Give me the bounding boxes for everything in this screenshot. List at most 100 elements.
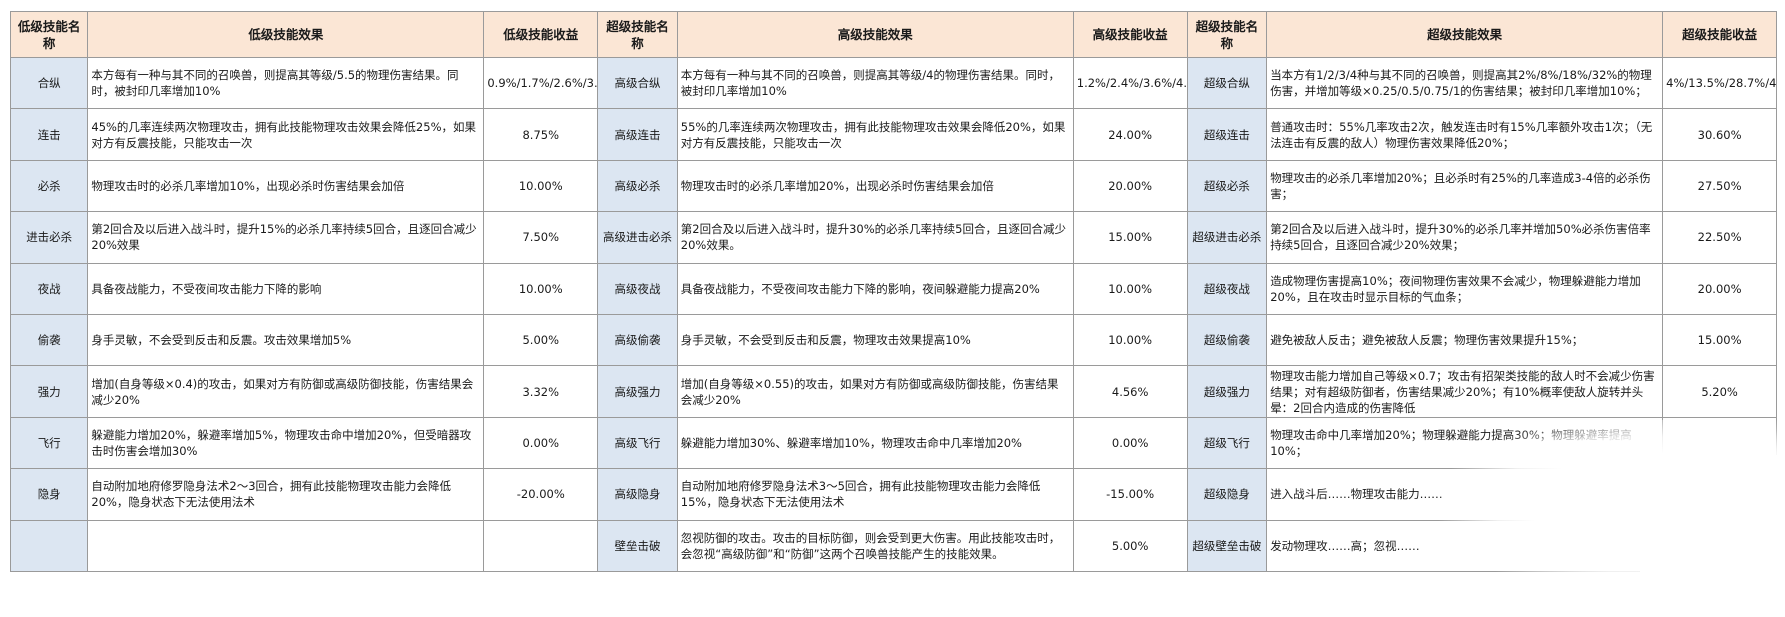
low-skill-effect: 自动附加地府修罗隐身法术2～3回合，拥有此技能物理攻击能力会降低20%，隐身状态… <box>87 468 485 521</box>
high-skill-gain: 10.00% <box>1072 313 1188 367</box>
header-super-name: 超级技能名称 <box>1186 11 1268 58</box>
low-skill-name: 偷袭 <box>9 313 89 367</box>
header-super-gain: 超级技能收益 <box>1662 11 1777 58</box>
super-skill-gain: 30.60% <box>1662 108 1777 161</box>
super-skill-name: 超级连击 <box>1186 108 1268 161</box>
low-skill-name: 强力 <box>9 365 89 418</box>
header-low-effect: 低级技能效果 <box>87 11 485 58</box>
high-skill-name: 高级偷袭 <box>597 313 678 367</box>
super-skill-name: 超级偷袭 <box>1186 313 1268 367</box>
high-skill-name: 高级进击必杀 <box>597 211 678 264</box>
super-skill-name: 超级强力 <box>1186 365 1268 418</box>
low-skill-gain: 7.50% <box>483 211 599 264</box>
super-skill-name: 超级合纵 <box>1186 56 1268 110</box>
high-skill-effect: 身手灵敏，不会受到反击和反震，物理攻击效果提高10% <box>676 313 1074 367</box>
high-skill-gain: -15.00% <box>1072 468 1188 521</box>
header-low-gain: 低级技能收益 <box>483 11 599 58</box>
high-skill-name: 壁垒击破 <box>597 519 678 572</box>
header-super-effect: 超级技能效果 <box>1266 11 1664 58</box>
low-skill-effect: 物理攻击时的必杀几率增加10%，出现必杀时伤害结果会加倍 <box>87 159 485 213</box>
low-skill-name: 必杀 <box>9 159 89 213</box>
super-skill-effect: 物理攻击命中几率增加20%；物理躲避能力提高30%；物理躲避率提高10%； <box>1266 416 1664 470</box>
table-row: 隐身 自动附加地府修罗隐身法术2～3回合，拥有此技能物理攻击能力会降低20%，隐… <box>9 468 1777 521</box>
low-skill-gain: 5.00% <box>483 313 599 367</box>
high-skill-name: 高级连击 <box>597 108 678 161</box>
low-skill-gain: 3.32% <box>483 365 599 418</box>
low-skill-effect: 45%的几率连续两次物理攻击，拥有此技能物理攻击效果会降低25%，如果对方有反震… <box>87 108 485 161</box>
high-skill-name: 高级必杀 <box>597 159 678 213</box>
super-skill-effect: 第2回合及以后进入战斗时，提升30%的必杀几率并增加50%必杀伤害倍率持续5回合… <box>1266 211 1664 264</box>
header-high-name: 超级技能名称 <box>597 11 678 58</box>
super-skill-gain <box>1662 519 1777 572</box>
high-skill-effect: 具备夜战能力，不受夜间攻击能力下降的影响，夜间躲避能力提高20% <box>676 262 1074 315</box>
low-skill-name: 夜战 <box>9 262 89 315</box>
header-high-gain: 高级技能收益 <box>1072 11 1188 58</box>
high-skill-effect: 躲避能力增加30%、躲避率增加10%，物理攻击命中几率增加20% <box>676 416 1074 470</box>
header-low-name: 低级技能名称 <box>9 11 89 58</box>
super-skill-name: 超级进击必杀 <box>1186 211 1268 264</box>
super-skill-gain <box>1662 416 1777 470</box>
high-skill-effect: 本方每有一种与其不同的召唤兽，则提高其等级/4的物理伤害结果。同时，被封印几率增… <box>676 56 1074 110</box>
low-skill-name: 进击必杀 <box>9 211 89 264</box>
low-skill-effect: 第2回合及以后进入战斗时，提升15%的必杀几率持续5回合，且逐回合减少20%效果 <box>87 211 485 264</box>
low-skill-effect <box>87 519 485 572</box>
super-skill-gain: 22.50% <box>1662 211 1777 264</box>
table-row: 夜战 具备夜战能力，不受夜间攻击能力下降的影响 10.00% 高级夜战 具备夜战… <box>9 262 1777 315</box>
high-skill-name: 高级飞行 <box>597 416 678 470</box>
low-skill-name: 合纵 <box>9 56 89 110</box>
high-skill-effect: 忽视防御的攻击。攻击的目标防御，则会受到更大伤害。用此技能攻击时，会忽视“高级防… <box>676 519 1074 572</box>
skills-table: 低级技能名称 低级技能效果 低级技能收益 超级技能名称 高级技能效果 高级技能收… <box>9 11 1777 572</box>
super-skill-gain: 15.00% <box>1662 313 1777 367</box>
super-skill-gain: 27.50% <box>1662 159 1777 213</box>
low-skill-gain: 8.75% <box>483 108 599 161</box>
low-skill-effect: 具备夜战能力，不受夜间攻击能力下降的影响 <box>87 262 485 315</box>
super-skill-effect: 避免被敌人反击；避免被敌人反震；物理伤害效果提升15%； <box>1266 313 1664 367</box>
high-skill-effect: 第2回合及以后进入战斗时，提升30%的必杀几率持续5回合，且逐回合减少20%效果… <box>676 211 1074 264</box>
high-skill-name: 高级夜战 <box>597 262 678 315</box>
low-skill-gain <box>483 519 599 572</box>
super-skill-name: 超级夜战 <box>1186 262 1268 315</box>
super-skill-name: 超级必杀 <box>1186 159 1268 213</box>
low-skill-gain: 10.00% <box>483 262 599 315</box>
super-skill-effect: 进入战斗后……物理攻击能力…… <box>1266 468 1664 521</box>
table-row: 强力 增加(自身等级×0.4)的攻击，如果对方有防御或高级防御技能，伤害结果会减… <box>9 365 1777 418</box>
super-skill-effect: 造成物理伤害提高10%；夜间物理伤害效果不会减少，物理躲避能力增加20%，且在攻… <box>1266 262 1664 315</box>
low-skill-name: 飞行 <box>9 416 89 470</box>
high-skill-gain: 24.00% <box>1072 108 1188 161</box>
high-skill-gain: 15.00% <box>1072 211 1188 264</box>
low-skill-gain: 0.00% <box>483 416 599 470</box>
high-skill-effect: 物理攻击时的必杀几率增加20%，出现必杀时伤害结果会加倍 <box>676 159 1074 213</box>
low-skill-gain: 10.00% <box>483 159 599 213</box>
high-skill-gain: 1.2%/2.4%/3.6%/4.8% <box>1072 56 1188 110</box>
super-skill-name: 超级隐身 <box>1186 468 1268 521</box>
table-row: 连击 45%的几率连续两次物理攻击，拥有此技能物理攻击效果会降低25%，如果对方… <box>9 108 1777 161</box>
low-skill-effect: 躲避能力增加20%，躲避率增加5%，物理攻击命中增加20%，但受暗器攻击时伤害会… <box>87 416 485 470</box>
high-skill-effect: 55%的几率连续两次物理攻击，拥有此技能物理攻击效果会降低20%，如果对方有反震… <box>676 108 1074 161</box>
low-skill-name: 连击 <box>9 108 89 161</box>
low-skill-name <box>9 519 89 572</box>
table-row: 进击必杀 第2回合及以后进入战斗时，提升15%的必杀几率持续5回合，且逐回合减少… <box>9 211 1777 264</box>
super-skill-gain: 20.00% <box>1662 262 1777 315</box>
super-skill-effect: 普通攻击时：55%几率攻击2次，触发连击时有15%几率额外攻击1次；（无法连击有… <box>1266 108 1664 161</box>
super-skill-gain <box>1662 468 1777 521</box>
low-skill-effect: 身手灵敏，不会受到反击和反震。攻击效果增加5% <box>87 313 485 367</box>
high-skill-name: 高级合纵 <box>597 56 678 110</box>
high-skill-gain: 20.00% <box>1072 159 1188 213</box>
table-row: 合纵 本方每有一种与其不同的召唤兽，则提高其等级/5.5的物理伤害结果。同时，被… <box>9 56 1777 110</box>
header-row: 低级技能名称 低级技能效果 低级技能收益 超级技能名称 高级技能效果 高级技能收… <box>9 11 1777 58</box>
low-skill-effect: 本方每有一种与其不同的召唤兽，则提高其等级/5.5的物理伤害结果。同时，被封印几… <box>87 56 485 110</box>
super-skill-effect: 物理攻击能力增加自己等级×0.7；攻击有招架类技能的敌人时不会减少伤害结果；对有… <box>1266 365 1664 418</box>
high-skill-effect: 增加(自身等级×0.55)的攻击，如果对方有防御或高级防御技能，伤害结果会减少2… <box>676 365 1074 418</box>
super-skill-effect: 当本方有1/2/3/4种与其不同的召唤兽，则提高其2%/8%/18%/32%的物… <box>1266 56 1664 110</box>
low-skill-gain: 0.9%/1.7%/2.6%/3.5% <box>483 56 599 110</box>
high-skill-gain: 4.56% <box>1072 365 1188 418</box>
high-skill-gain: 0.00% <box>1072 416 1188 470</box>
super-skill-effect: 物理攻击的必杀几率增加20%；且必杀时有25%的几率造成3-4倍的必杀伤害； <box>1266 159 1664 213</box>
super-skill-gain: 4%/13.5%/28.7%/49.4% <box>1662 56 1777 110</box>
super-skill-effect: 发动物理攻……高；忽视…… <box>1266 519 1664 572</box>
high-skill-name: 高级隐身 <box>597 468 678 521</box>
super-skill-name: 超级飞行 <box>1186 416 1268 470</box>
table-row: 飞行 躲避能力增加20%，躲避率增加5%，物理攻击命中增加20%，但受暗器攻击时… <box>9 416 1777 470</box>
low-skill-effect: 增加(自身等级×0.4)的攻击，如果对方有防御或高级防御技能，伤害结果会减少20… <box>87 365 485 418</box>
high-skill-name: 高级强力 <box>597 365 678 418</box>
